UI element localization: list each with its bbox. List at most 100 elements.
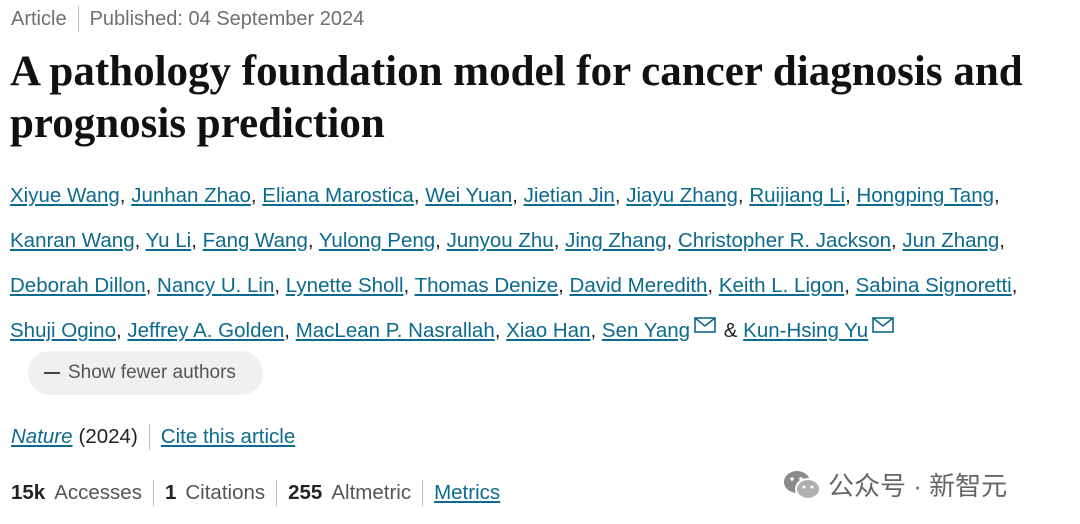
show-fewer-button[interactable]: Show fewer authors <box>28 351 263 395</box>
author-link[interactable]: Jietian Jin <box>523 184 615 207</box>
metric-value: 15k <box>11 481 46 504</box>
author-link[interactable]: Hongping Tang <box>856 184 995 207</box>
metric-label: Citations <box>185 481 266 504</box>
author-separator: , <box>191 229 197 252</box>
divider <box>422 480 424 506</box>
author-link[interactable]: Wei Yuan <box>425 184 513 207</box>
watermark-text: 公众号 · 新智元 <box>828 471 1008 501</box>
author-item: MacLean P. Nasrallah, <box>296 319 501 342</box>
author-link[interactable]: David Meredith <box>569 274 708 297</box>
author-link[interactable]: Sabina Signoretti <box>855 274 1012 297</box>
author-item: Deborah Dillon, <box>10 274 151 297</box>
author-link[interactable]: Yulong Peng <box>318 229 436 252</box>
author-separator: , <box>435 229 441 252</box>
metrics-line: 15k Accesses 1 Citations 255 Altmetric Metrics <box>11 480 500 506</box>
author-separator: , <box>707 274 714 297</box>
author-link[interactable]: Jun Zhang <box>902 229 1000 252</box>
author-link[interactable]: Jiayu Zhang <box>626 184 738 207</box>
author-item: Shuji Ogino, <box>10 319 122 342</box>
author-separator: , <box>666 229 673 252</box>
author-separator: , <box>994 184 1000 207</box>
author-separator: , <box>274 274 281 297</box>
author-item: Kanran Wang, <box>10 229 140 252</box>
author-link[interactable]: Nancy U. Lin <box>157 274 275 297</box>
author-item: Kun-Hsing Yu <box>743 317 896 342</box>
author-item: Hongping Tang, <box>856 184 999 207</box>
journal-link[interactable]: Nature <box>11 425 73 448</box>
author-separator: , <box>844 274 850 297</box>
author-separator: , <box>494 319 501 342</box>
mail-icon[interactable] <box>872 317 894 333</box>
author-item: Jeffrey A. Golden, <box>127 319 290 342</box>
author-item: Junhan Zhao, <box>131 184 256 207</box>
author-item: Jing Zhang, <box>565 229 672 252</box>
metric-value: 255 <box>288 481 323 504</box>
author-item: David Meredith, <box>570 274 714 297</box>
author-link[interactable]: MacLean P. Nasrallah <box>295 319 495 342</box>
author-item: Lynette Sholl, <box>286 274 409 297</box>
journal-year: (2024) <box>78 425 138 448</box>
author-item: Jietian Jin, <box>524 184 621 207</box>
author-link[interactable]: Jing Zhang <box>565 229 667 252</box>
author-separator: , <box>119 184 126 207</box>
watermark: 公众号 · 新智元 <box>782 466 1007 503</box>
author-link[interactable]: Yu Li <box>145 229 192 252</box>
author-link[interactable]: Ruijiang Li <box>749 184 846 207</box>
author-link[interactable]: Junhan Zhao <box>131 184 251 207</box>
divider <box>77 6 79 32</box>
author-link[interactable]: Kun-Hsing Yu <box>743 319 869 342</box>
author-item: Xiyue Wang, <box>10 184 125 207</box>
author-link[interactable]: Junyou Zhu <box>446 229 554 252</box>
author-separator: , <box>614 184 621 207</box>
author-separator: , <box>134 229 141 252</box>
minus-icon <box>44 372 60 374</box>
article-title: A pathology foundation model for cancer … <box>10 48 1023 147</box>
author-link[interactable]: Kanran Wang <box>10 229 135 252</box>
author-item: Jun Zhang, <box>902 229 1005 252</box>
author-separator: , <box>413 184 420 207</box>
journal-line: Nature (2024) Cite this article <box>11 424 295 450</box>
author-item: Jiayu Zhang, <box>626 184 743 207</box>
cite-link[interactable]: Cite this article <box>160 425 296 448</box>
author-link[interactable]: Christopher R. Jackson <box>677 229 892 252</box>
author-separator: , <box>307 229 314 252</box>
author-link[interactable]: Xiyue Wang <box>10 184 120 207</box>
author-item: Yulong Peng, <box>319 229 441 252</box>
author-link[interactable]: Shuji Ogino <box>10 319 116 342</box>
author-link[interactable]: Thomas Denize <box>414 274 559 297</box>
author-item: Wei Yuan, <box>425 184 518 207</box>
author-item: Christopher R. Jackson, <box>678 229 897 252</box>
article-type: Article <box>11 7 67 30</box>
metrics-link[interactable]: Metrics <box>434 481 501 504</box>
author-separator: , <box>512 184 518 207</box>
author-item: Sen Yang <box>601 317 718 342</box>
author-item: Keith L. Ligon, <box>719 274 850 297</box>
author-separator: , <box>737 184 744 207</box>
mail-icon[interactable] <box>694 317 716 333</box>
divider <box>152 480 154 506</box>
author-separator: , <box>553 229 560 252</box>
author-separator: , <box>558 274 564 297</box>
author-link[interactable]: Lynette Sholl <box>285 274 404 297</box>
author-item: Yu Li, <box>146 229 197 252</box>
author-final-separator: & <box>723 319 738 342</box>
wechat-icon <box>784 470 821 500</box>
button-label: Show fewer authors <box>68 362 236 383</box>
author-link[interactable]: Eliana Marostica <box>262 184 414 207</box>
author-separator: , <box>284 319 290 342</box>
author-separator: , <box>891 229 897 252</box>
author-separator: , <box>999 229 1005 252</box>
author-link[interactable]: Fang Wang <box>202 229 308 252</box>
metric-value: 1 <box>164 481 177 504</box>
author-link[interactable]: Deborah Dillon <box>10 274 146 297</box>
author-item: Junyou Zhu, <box>447 229 560 252</box>
author-item: Fang Wang, <box>203 229 314 252</box>
divider <box>148 424 150 450</box>
author-item: Thomas Denize, <box>415 274 564 297</box>
author-separator: , <box>590 319 597 342</box>
author-separator: , <box>115 319 122 342</box>
author-link[interactable]: Jeffrey A. Golden <box>127 319 285 342</box>
author-link[interactable]: Xiao Han <box>506 319 591 342</box>
author-link[interactable]: Keith L. Ligon <box>718 274 845 297</box>
author-link[interactable]: Sen Yang <box>601 319 691 342</box>
